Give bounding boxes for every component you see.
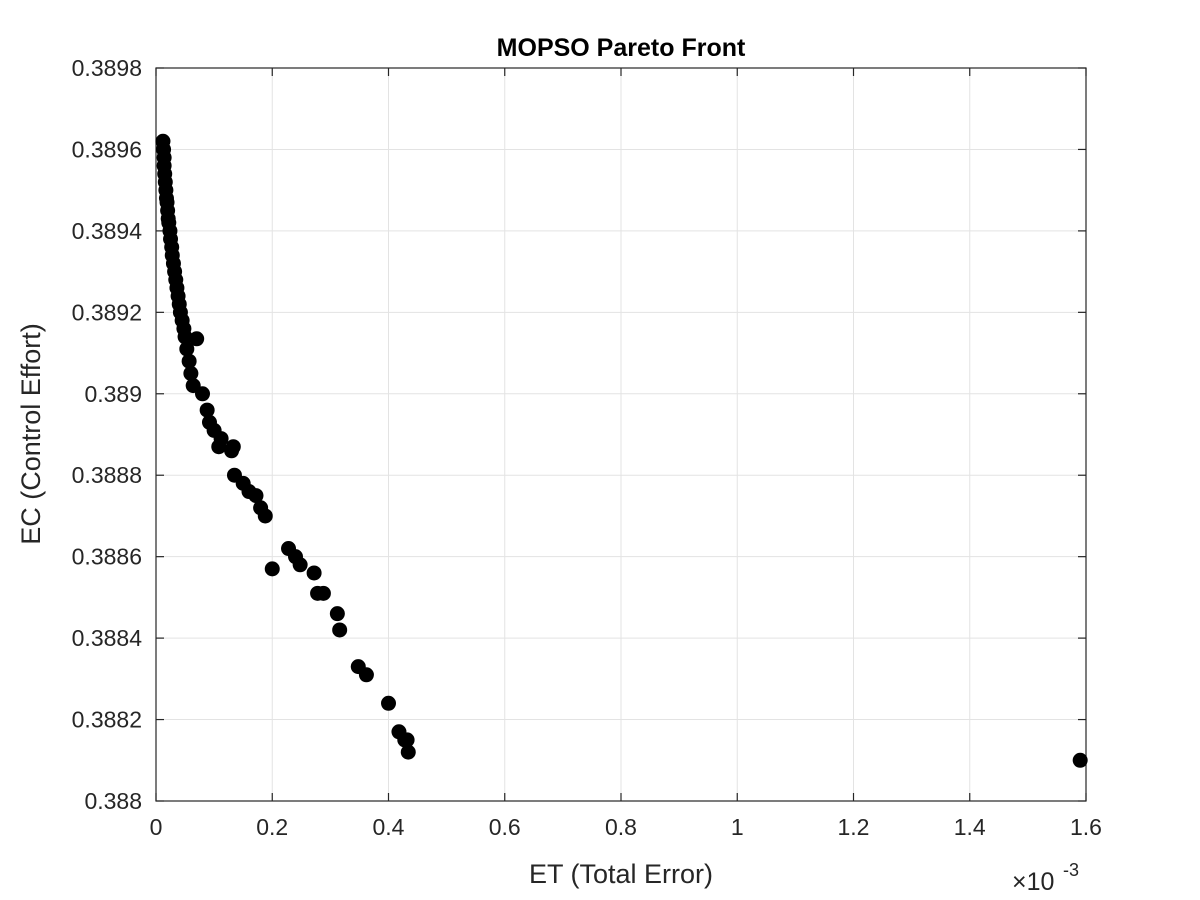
x-tick-label: 0 <box>150 814 163 840</box>
y-tick-label: 0.388 <box>84 788 142 814</box>
data-point <box>248 488 264 504</box>
y-tick-label: 0.3884 <box>72 625 143 651</box>
x-tick-label: 1.4 <box>954 814 986 840</box>
data-point <box>329 606 345 622</box>
ticks: 0 0.2 0.4 0.6 0.8 1 1.2 1.4 1.6 0.388 0.3882 0.3884… <box>72 55 1102 840</box>
y-tick-label: 0.3882 <box>72 707 142 733</box>
data-point <box>199 402 215 418</box>
x-tick-label: 1 <box>731 814 744 840</box>
y-tick-label: 0.3888 <box>72 462 142 488</box>
data-point <box>183 365 199 381</box>
x-tick-label: 1.6 <box>1070 814 1102 840</box>
data-point <box>358 667 374 683</box>
x-tick-label: 0.2 <box>256 814 288 840</box>
data-point <box>225 439 241 455</box>
x-tick-label: 0.8 <box>605 814 637 840</box>
x-tick-label: 1.2 <box>838 814 870 840</box>
data-points <box>155 133 1088 768</box>
data-point <box>332 622 348 638</box>
x-axis-exponent-base: ×10 <box>1012 868 1054 896</box>
data-point <box>195 386 210 402</box>
data-point <box>1072 752 1088 768</box>
x-axis-label: ET (Total Error) <box>529 859 713 889</box>
data-point <box>315 585 331 601</box>
y-tick-label: 0.3886 <box>72 544 142 570</box>
y-tick-label: 0.3894 <box>72 218 143 244</box>
grid <box>156 68 1086 801</box>
data-point <box>381 695 396 711</box>
x-tick-label: 0.4 <box>373 814 405 840</box>
data-point <box>292 557 308 573</box>
chart-title: MOPSO Pareto Front <box>497 34 746 62</box>
data-point <box>399 732 415 748</box>
y-tick-label: 0.3892 <box>72 299 142 325</box>
data-point <box>179 341 195 357</box>
data-point <box>400 744 416 760</box>
data-point <box>213 431 229 447</box>
data-point <box>181 353 197 369</box>
data-point <box>189 331 205 347</box>
data-point <box>306 565 322 581</box>
y-tick-label: 0.3898 <box>72 55 142 81</box>
data-point <box>257 508 273 524</box>
x-axis-exponent-power: -3 <box>1063 860 1079 880</box>
x-tick-label: 0.6 <box>489 814 521 840</box>
y-tick-label: 0.389 <box>84 381 142 407</box>
y-axis-label: EC (Control Effort) <box>16 323 46 545</box>
data-point <box>177 329 193 345</box>
y-tick-label: 0.3896 <box>72 136 142 162</box>
data-point <box>264 561 280 577</box>
